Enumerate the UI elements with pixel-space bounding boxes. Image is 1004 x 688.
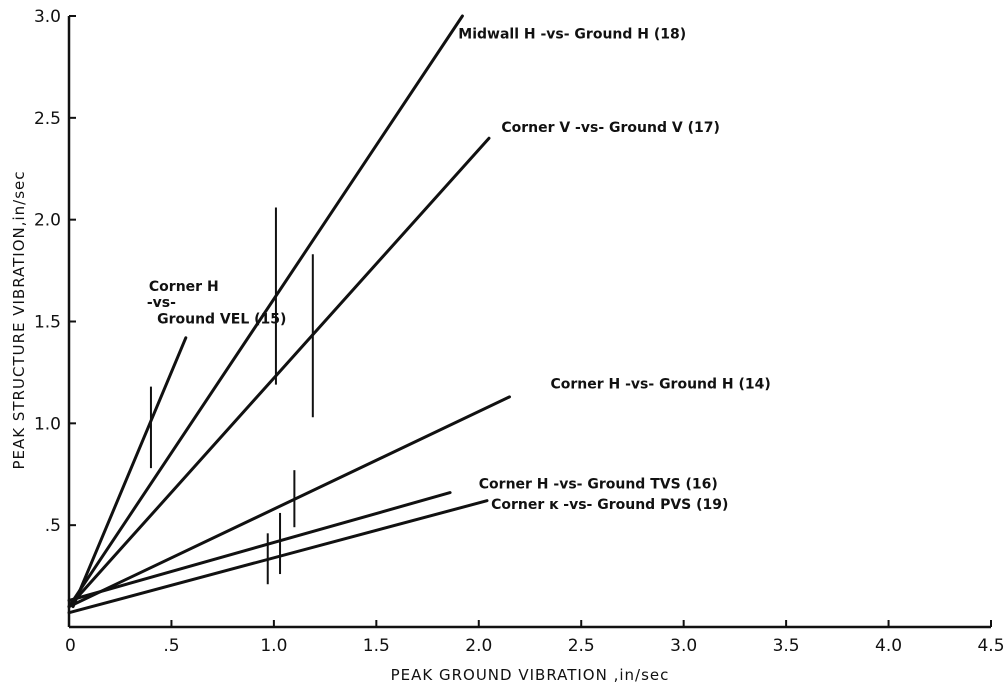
y-tick-label: 3.0 — [34, 7, 61, 27]
annotation-label: Midwall H -vs- Ground H (18) — [458, 26, 686, 42]
y-tick-label: 2.5 — [34, 109, 61, 129]
x-tick-label: 4.5 — [977, 636, 1004, 656]
error-bar-layer — [149, 207, 314, 585]
x-tick-label: .5 — [163, 636, 179, 656]
annotation-label: Ground VEL (15) — [157, 312, 286, 328]
series-line-2 — [71, 336, 188, 609]
x-tick-label: 3.0 — [670, 636, 697, 656]
x-tick-label: 1.0 — [260, 636, 287, 656]
annotation-label: Corner H — [149, 279, 219, 295]
annotation-layer: Midwall H -vs- Ground H (18) Corner V -vs… — [147, 26, 771, 512]
series-line-3 — [67, 395, 511, 609]
series-line-5 — [67, 499, 489, 615]
x-axis-title: PEAK GROUND VIBRATION ,in/sec — [391, 666, 670, 684]
x-tick-label: 0 — [65, 636, 76, 656]
x-tick-label: 3.5 — [773, 636, 800, 656]
series-line-4 — [67, 491, 452, 602]
series-line-0 — [67, 14, 464, 609]
x-tick-label: 2.0 — [465, 636, 492, 656]
x-tick-label: 2.5 — [568, 636, 595, 656]
annotation-label: Corner ĸ -vs- Ground PVS (19) — [491, 497, 728, 513]
series-line-1 — [67, 136, 491, 609]
annotation-label: Corner H -vs- Ground TVS (16) — [479, 477, 718, 493]
x-tick-label: 4.0 — [875, 636, 902, 656]
y-tick-label: 2.0 — [34, 211, 61, 231]
y-tick-label: .5 — [45, 516, 61, 536]
series-layer — [67, 14, 511, 615]
annotation-label: Corner H -vs- Ground H (14) — [550, 377, 770, 393]
annotation-label: -vs- — [147, 295, 176, 311]
y-ticks: .5 1.0 1.5 2.0 2.5 3.0 — [34, 7, 76, 536]
annotation-label: Corner V -vs- Ground V (17) — [501, 120, 720, 136]
y-tick-label: 1.5 — [34, 313, 61, 333]
y-axis-title: PEAK STRUCTURE VIBRATION,in/sec — [10, 170, 28, 469]
y-tick-label: 1.0 — [34, 414, 61, 434]
x-tick-label: 1.5 — [363, 636, 390, 656]
x-ticks: 0 .5 1.0 1.5 2.0 2.5 3.0 3.5 4.0 4.5 — [65, 620, 1004, 656]
